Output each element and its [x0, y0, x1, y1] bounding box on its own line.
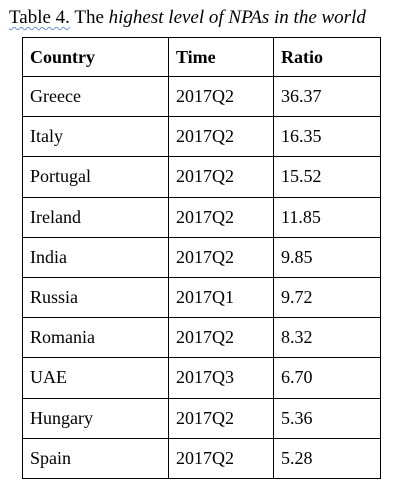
table-cell: Spain: [22, 437, 169, 479]
caption-text: The: [74, 7, 104, 28]
table-row: Hungary 2017Q2 5.36: [22, 397, 381, 439]
caption-italic: highest level of NPAs in the world: [108, 7, 366, 28]
table-cell: 5.28: [273, 437, 381, 479]
table-cell: 5.36: [273, 397, 381, 439]
table-cell: 36.37: [273, 75, 381, 118]
table-cell: 2017Q2: [168, 317, 274, 359]
table-cell: 2017Q2: [168, 196, 274, 238]
table-cell: 2017Q2: [168, 75, 274, 118]
table: Country Time Ratio Greece 2017Q2 36.37 Italy 2…: [22, 37, 381, 479]
table-cell: India: [22, 236, 169, 278]
table-cell: 8.32: [273, 317, 381, 359]
caption: Table 4. The highest level of NPAs in th…: [9, 7, 366, 29]
table-cell: 9.85: [273, 236, 381, 278]
table-cell: 2017Q2: [168, 397, 274, 439]
table-row: India 2017Q2 9.85: [22, 236, 381, 278]
table-cell: UAE: [22, 357, 169, 399]
table-cell: 2017Q1: [168, 276, 274, 319]
table-cell: Greece: [22, 75, 169, 118]
table-cell: 6.70: [273, 357, 381, 399]
table-row: Greece 2017Q2 36.37: [22, 75, 381, 118]
table-row: UAE 2017Q3 6.70: [22, 357, 381, 399]
table-cell: Portugal: [22, 156, 169, 198]
table-row: Italy 2017Q2 16.35: [22, 116, 381, 158]
caption-label: Table 4.: [9, 7, 70, 28]
header-cell: Ratio: [273, 37, 381, 77]
table-cell: Italy: [22, 116, 169, 158]
header-cell: Country: [22, 37, 169, 77]
table-row: Russia 2017Q1 9.72: [22, 276, 381, 319]
table-cell: Ireland: [22, 196, 169, 238]
table-body: Greece 2017Q2 36.37 Italy 2017Q2 16.35 Portuga…: [22, 75, 381, 479]
header-row: Country Time Ratio: [22, 37, 381, 77]
table-row: Ireland 2017Q2 11.85: [22, 196, 381, 238]
table-cell: 9.72: [273, 276, 381, 319]
table-cell: 2017Q3: [168, 357, 274, 399]
table-row: Spain 2017Q2 5.28: [22, 437, 381, 479]
header-cell: Time: [168, 37, 274, 77]
table-row: Romania 2017Q2 8.32: [22, 317, 381, 359]
table-cell: 2017Q2: [168, 156, 274, 198]
table-row: Portugal 2017Q2 15.52: [22, 156, 381, 198]
table-cell: Romania: [22, 317, 169, 359]
table-cell: 16.35: [273, 116, 381, 158]
table-cell: Russia: [22, 276, 169, 319]
table-cell: 2017Q2: [168, 236, 274, 278]
table-head: Country Time Ratio: [22, 37, 381, 77]
table-cell: 2017Q2: [168, 437, 274, 479]
table-cell: 15.52: [273, 156, 381, 198]
table-cell: 2017Q2: [168, 116, 274, 158]
table-cell: Hungary: [22, 397, 169, 439]
table-cell: 11.85: [273, 196, 381, 238]
